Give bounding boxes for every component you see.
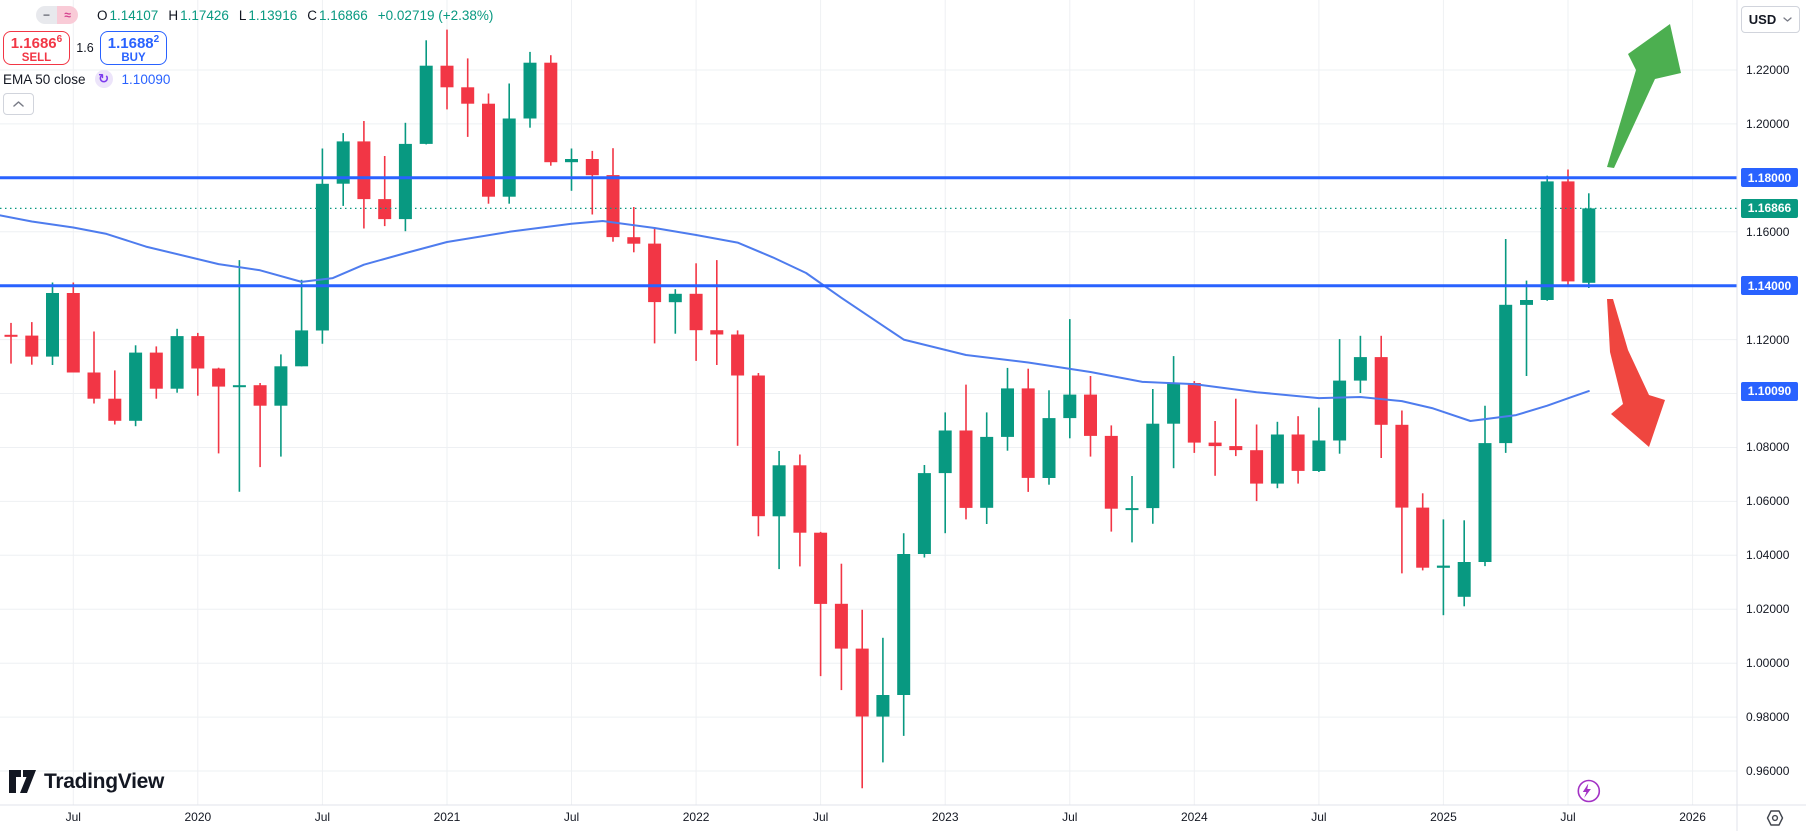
price-level-label: 1.16866 bbox=[1741, 198, 1798, 218]
collapse-legend-button[interactable] bbox=[3, 93, 34, 115]
price-level-label: 1.10090 bbox=[1741, 381, 1798, 401]
high-label: H bbox=[168, 7, 179, 23]
price-tick-label: 1.08000 bbox=[1746, 440, 1790, 455]
price-level-label: 1.14000 bbox=[1741, 276, 1798, 296]
high-value: 1.17426 bbox=[180, 7, 229, 23]
price-tick-label: 1.22000 bbox=[1746, 63, 1790, 77]
down-arrow-drawing[interactable] bbox=[1607, 299, 1665, 447]
price-level-label: 1.18000 bbox=[1741, 168, 1798, 188]
price-scale[interactable]: USD 1.22000 1.20000 1.16000 1.12000 1.08000 1… bbox=[1737, 0, 1806, 805]
time-tick-label: Jul bbox=[314, 810, 331, 824]
open-label: O bbox=[97, 7, 108, 23]
price-tick-label: 1.12000 bbox=[1746, 332, 1790, 347]
low-label: L bbox=[238, 7, 247, 23]
axis-settings-icon[interactable] bbox=[1762, 808, 1788, 828]
time-tick-label: Jul bbox=[1311, 810, 1327, 824]
indicator-value: 1.10090 bbox=[121, 71, 171, 87]
time-tick-label: Jul bbox=[1560, 810, 1576, 824]
price-tick-label: 0.96000 bbox=[1746, 763, 1790, 778]
time-tick-label: Jul bbox=[563, 810, 580, 824]
time-tick-label: 2024 bbox=[1180, 810, 1208, 824]
price-tick-label: 1.06000 bbox=[1746, 494, 1790, 509]
chevron-up-icon bbox=[13, 101, 24, 107]
series-legend-row: − ≈ O 1.14107 H 1.17426 L 1.13916 C 1.16… bbox=[36, 6, 493, 24]
ema-line[interactable] bbox=[0, 214, 1590, 422]
ohlc-readout: O 1.14107 H 1.17426 L 1.13916 C 1.16866 … bbox=[97, 8, 493, 23]
price-tick-label: 1.20000 bbox=[1746, 116, 1790, 131]
tradingview-logo-text: TradingView bbox=[44, 769, 165, 793]
price-tick-label: 1.16000 bbox=[1746, 224, 1790, 239]
tradingview-logo[interactable]: TradingView bbox=[8, 769, 164, 794]
buy-label: BUY bbox=[121, 51, 146, 64]
change-value: +0.02719 (+2.38%) bbox=[377, 7, 494, 23]
chevron-down-icon bbox=[1783, 17, 1792, 22]
time-tick-label: 2025 bbox=[1430, 810, 1457, 824]
time-scale[interactable]: Jul 2020 Jul 2021 Jul 2022 Jul 2023 Jul 2024 Jul 20… bbox=[0, 805, 1737, 831]
open-value: 1.14107 bbox=[109, 7, 159, 23]
sell-price: 1.16866 bbox=[10, 33, 63, 52]
buy-button[interactable]: 1.16882 BUY bbox=[100, 31, 167, 65]
candles-series bbox=[4, 29, 1596, 789]
lightning-icon[interactable] bbox=[1577, 779, 1601, 803]
buy-price: 1.16882 bbox=[107, 33, 160, 52]
price-tick-label: 0.98000 bbox=[1746, 710, 1790, 725]
time-tick-label: Jul bbox=[812, 810, 829, 824]
up-arrow-drawing[interactable] bbox=[1607, 24, 1681, 168]
time-tick-label: 2022 bbox=[682, 810, 710, 824]
time-tick-label: Jul bbox=[65, 810, 81, 824]
currency-dropdown[interactable]: USD bbox=[1741, 6, 1800, 33]
currency-label: USD bbox=[1748, 12, 1777, 27]
time-tick-label: 2026 bbox=[1679, 810, 1706, 824]
price-tick-label: 1.02000 bbox=[1746, 602, 1790, 617]
wave-toggle-icon[interactable]: ≈ bbox=[57, 6, 78, 24]
time-tick-label: 2023 bbox=[931, 810, 959, 824]
time-tick-label: 2021 bbox=[433, 810, 461, 824]
low-value: 1.13916 bbox=[248, 7, 298, 23]
time-tick-label: 2020 bbox=[184, 810, 212, 824]
time-tick-label: Jul bbox=[1062, 810, 1078, 824]
tradingview-logo-icon bbox=[9, 770, 36, 793]
close-label: C bbox=[307, 7, 317, 23]
indicator-name: EMA 50 close bbox=[3, 71, 86, 87]
minus-toggle-icon[interactable]: − bbox=[36, 6, 57, 24]
series-visibility-toggle[interactable]: − ≈ bbox=[36, 6, 78, 24]
indicator-legend-row: EMA 50 close ↻ 1.10090 bbox=[3, 70, 170, 88]
refresh-icon[interactable]: ↻ bbox=[94, 70, 113, 88]
price-tick-label: 1.00000 bbox=[1746, 656, 1790, 671]
sell-button[interactable]: 1.16866 SELL bbox=[3, 31, 70, 65]
spread-value: 1.6 bbox=[76, 41, 94, 55]
close-value: 1.16866 bbox=[318, 7, 368, 23]
price-tick-label: 1.04000 bbox=[1746, 548, 1790, 563]
sell-label: SELL bbox=[21, 51, 52, 64]
hex-nut-icon bbox=[1766, 810, 1784, 826]
